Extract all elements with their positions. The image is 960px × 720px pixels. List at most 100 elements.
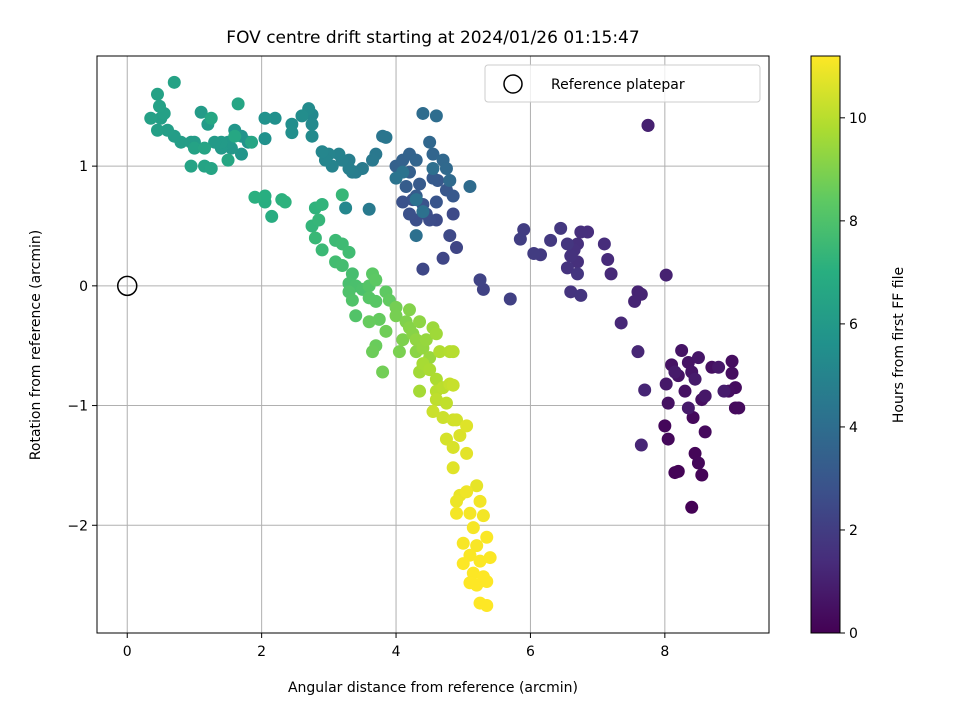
data-point xyxy=(564,249,578,263)
data-point xyxy=(574,288,588,302)
data-points xyxy=(144,75,746,612)
data-point xyxy=(423,135,437,149)
data-point xyxy=(446,461,460,475)
data-point xyxy=(278,195,292,209)
data-point xyxy=(513,232,527,246)
data-point xyxy=(446,345,460,359)
data-point xyxy=(436,251,450,265)
data-point xyxy=(439,396,453,410)
data-point xyxy=(460,485,474,499)
data-point xyxy=(544,233,558,247)
data-point xyxy=(305,129,319,143)
colorbar-label: Hours from first FF file xyxy=(891,267,907,423)
data-point xyxy=(426,405,440,419)
data-point xyxy=(560,261,574,275)
data-point xyxy=(369,273,383,287)
data-point xyxy=(389,309,403,323)
data-point xyxy=(204,111,218,125)
data-point xyxy=(305,117,319,131)
data-point xyxy=(402,303,416,317)
data-point xyxy=(198,141,212,155)
data-point xyxy=(399,179,413,193)
data-point xyxy=(453,428,467,442)
data-point xyxy=(732,401,746,415)
colorbar-tick-label: 8 xyxy=(849,214,858,230)
data-point xyxy=(480,530,494,544)
data-point xyxy=(228,129,242,143)
data-point xyxy=(483,551,497,565)
data-point xyxy=(372,312,386,326)
y-axis-ticks: −2 −1 0 1 xyxy=(67,159,97,534)
data-point xyxy=(641,118,655,132)
data-point xyxy=(443,173,457,187)
data-point xyxy=(312,213,326,227)
data-point xyxy=(443,229,457,243)
data-point xyxy=(409,229,423,243)
x-axis-ticks: 0 2 4 6 8 xyxy=(123,633,669,660)
data-point xyxy=(362,315,376,329)
data-point xyxy=(601,253,615,267)
data-point xyxy=(698,425,712,439)
data-point xyxy=(366,153,380,167)
data-point xyxy=(712,360,726,374)
data-point xyxy=(265,209,279,223)
data-point xyxy=(258,132,272,146)
data-point xyxy=(695,468,709,482)
data-point xyxy=(480,598,494,612)
data-point xyxy=(208,135,222,149)
x-tick-label: 0 xyxy=(123,644,132,660)
data-point xyxy=(476,509,490,523)
data-point xyxy=(379,324,393,338)
data-point xyxy=(194,105,208,119)
data-point xyxy=(446,378,460,392)
data-point xyxy=(221,153,235,167)
data-point xyxy=(460,446,474,460)
data-point xyxy=(597,237,611,251)
data-point xyxy=(691,456,705,470)
data-point xyxy=(308,231,322,245)
data-point xyxy=(369,294,383,308)
data-point xyxy=(419,333,433,347)
data-point xyxy=(470,539,484,553)
data-point xyxy=(315,243,329,257)
data-point xyxy=(473,554,487,568)
data-point xyxy=(446,207,460,221)
data-point xyxy=(661,396,675,410)
data-point xyxy=(554,221,568,235)
data-point xyxy=(416,205,430,219)
data-point xyxy=(466,521,480,535)
data-point xyxy=(315,145,329,159)
data-point xyxy=(144,111,158,125)
data-point xyxy=(429,327,443,341)
data-point xyxy=(717,384,731,398)
data-point xyxy=(470,578,484,592)
data-point xyxy=(725,366,739,380)
plot-frame xyxy=(96,55,770,634)
data-point xyxy=(681,401,695,415)
colorbar-tick-label: 6 xyxy=(849,317,858,333)
data-point xyxy=(258,189,272,203)
data-point xyxy=(638,383,652,397)
chart-title: FOV centre drift starting at 2024/01/26 … xyxy=(226,28,639,48)
data-point xyxy=(389,171,403,185)
data-point xyxy=(658,419,672,433)
data-point xyxy=(167,75,181,89)
data-point xyxy=(460,419,474,433)
data-point xyxy=(426,147,440,161)
data-point xyxy=(429,109,443,123)
data-point xyxy=(234,147,248,161)
data-point xyxy=(295,109,309,123)
data-point xyxy=(473,273,487,287)
data-point xyxy=(433,345,447,359)
legend: Reference platepar xyxy=(484,64,761,103)
data-point xyxy=(258,111,272,125)
data-point xyxy=(402,207,416,221)
data-point xyxy=(413,384,427,398)
x-tick-label: 2 xyxy=(257,644,266,660)
data-point xyxy=(231,97,245,111)
y-tick-label: −2 xyxy=(67,518,88,534)
data-point xyxy=(456,557,470,571)
data-point xyxy=(423,363,437,377)
data-point xyxy=(245,135,259,149)
data-point xyxy=(473,494,487,508)
